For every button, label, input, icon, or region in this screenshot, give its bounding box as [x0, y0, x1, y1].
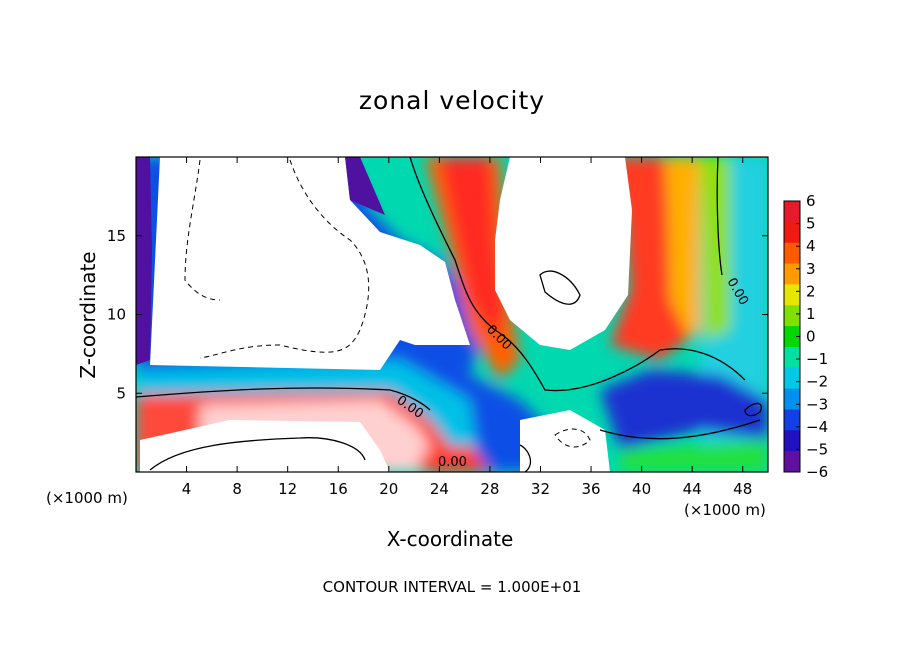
- colorbar-tick-label: 4: [806, 237, 816, 255]
- x-axis-unit-left: (×1000 m): [46, 489, 128, 507]
- x-tick-label: 20: [379, 480, 398, 498]
- field-purple-upper-edge: [345, 157, 385, 215]
- colorbar-swatch: [784, 409, 800, 431]
- x-tick-label: 36: [581, 480, 600, 498]
- contour-line-bottom-right: [599, 419, 761, 440]
- colorbar-swatch: [784, 201, 800, 223]
- y-tick-label: 15: [107, 227, 126, 245]
- field-green-bottom-right: [620, 440, 768, 472]
- contour-line-bottom-center: [519, 444, 532, 472]
- field-white-upper-center: [495, 157, 632, 350]
- colorbar-tick-label: 6: [806, 192, 816, 210]
- x-tick-label: 48: [733, 480, 752, 498]
- x-tick-label: 24: [430, 480, 449, 498]
- x-tick-label: 16: [329, 480, 348, 498]
- colorbar-tick-label: −1: [806, 350, 828, 368]
- field-yellowgreen-right: [700, 157, 730, 340]
- colorbar-swatch: [784, 221, 800, 244]
- colorbar-swatch: [784, 367, 800, 390]
- colorbar-tick-label: −3: [806, 395, 828, 413]
- contour-line-center-right: [494, 329, 746, 392]
- colorbar-swatch: [784, 263, 800, 285]
- chart-title: zonal velocity: [358, 86, 546, 115]
- y-axis-ticks: 5 10 15: [107, 227, 768, 402]
- contour-loop-right: [744, 402, 762, 417]
- velocity-field: [136, 157, 768, 472]
- contour-label-4: 0.00: [438, 455, 467, 470]
- contour-line-center-left: [409, 157, 496, 331]
- contour-dashed-upper-left-2: [199, 159, 370, 359]
- contour-dashed-upper-left-1: [184, 159, 221, 301]
- colorbar-swatch: [784, 242, 800, 265]
- contour-line-right: [716, 157, 723, 276]
- x-tick-label: 28: [480, 480, 499, 498]
- colorbar-tick-label: −4: [806, 418, 828, 436]
- x-axis-ticks: 4 8 12 16 20 24 28 32 36 40 44 48: [182, 157, 752, 498]
- colorbar-swatch: [784, 326, 800, 348]
- x-tick-label: 40: [632, 480, 651, 498]
- field-white-bottom-center: [520, 410, 610, 472]
- colorbar-swatch: [784, 284, 800, 306]
- x-tick-label: 8: [232, 480, 242, 498]
- colorbar-tick-label: 2: [806, 282, 816, 300]
- x-tick-label: 12: [278, 480, 297, 498]
- x-tick-label: 4: [182, 480, 192, 498]
- contour-interval-note: CONTOUR INTERVAL = 1.000E+01: [322, 578, 582, 596]
- field-red-streak: [440, 157, 505, 340]
- contour-dashed-bottom-center: [554, 428, 591, 448]
- colorbar-swatch: [784, 346, 800, 369]
- colorbar-swatch: [784, 305, 800, 327]
- colorbar-swatch: [784, 388, 800, 410]
- field-white-upper-left: [150, 157, 470, 370]
- y-tick-label: 5: [116, 384, 126, 402]
- colorbar-swatch: [784, 451, 800, 473]
- x-tick-label: 44: [683, 480, 702, 498]
- field-white-bottom-left: [140, 420, 390, 472]
- contour-line-bottom-left: [149, 437, 366, 471]
- colorbar-tick-label: −5: [806, 440, 828, 458]
- contour-loop-upper-center: [539, 270, 581, 305]
- colorbar-tick-label: 1: [806, 305, 816, 323]
- colorbar-tick-label: 0: [806, 328, 816, 346]
- colorbar-tick-label: −2: [806, 373, 828, 391]
- x-tick-label: 32: [531, 480, 550, 498]
- x-axis-unit-right: (×1000 m): [684, 501, 766, 519]
- colorbar-swatch: [784, 430, 800, 452]
- contour-line-lower-left: [136, 387, 431, 411]
- colorbar-tick-label: 3: [806, 260, 816, 278]
- field-purple-left-edge: [136, 157, 152, 365]
- colorbar-tick-label: 5: [806, 215, 816, 233]
- field-red-bottom-center: [420, 445, 490, 472]
- x-axis-label: X-coordinate: [386, 527, 514, 551]
- y-tick-label: 10: [107, 306, 126, 324]
- colorbar-tick-label: −6: [806, 463, 828, 481]
- colorbar: 6 5 4 3 2 1 0 −1 −2 −3 −4 −5 −6: [783, 192, 828, 481]
